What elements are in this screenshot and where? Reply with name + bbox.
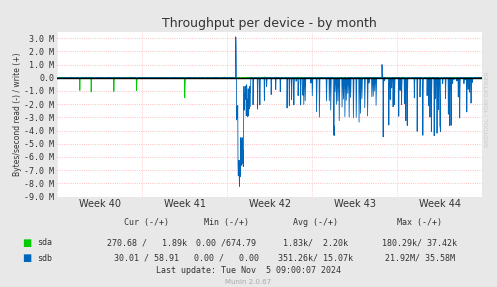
Y-axis label: Bytes/second read (-) / write (+): Bytes/second read (-) / write (+): [12, 52, 21, 176]
Text: 21.92M/ 35.58M: 21.92M/ 35.58M: [385, 254, 455, 263]
Text: 1.83k/  2.20k: 1.83k/ 2.20k: [283, 238, 348, 247]
Text: Avg (-/+): Avg (-/+): [293, 218, 338, 227]
Text: Max (-/+): Max (-/+): [398, 218, 442, 227]
Text: 351.26k/ 15.07k: 351.26k/ 15.07k: [278, 254, 353, 263]
Text: Last update: Tue Nov  5 09:00:07 2024: Last update: Tue Nov 5 09:00:07 2024: [156, 266, 341, 275]
Text: ■: ■: [22, 238, 32, 247]
Title: Throughput per device - by month: Throughput per device - by month: [162, 18, 377, 30]
Text: 0.00 /   0.00: 0.00 / 0.00: [194, 254, 258, 263]
Text: Cur (-/+): Cur (-/+): [124, 218, 169, 227]
Text: Munin 2.0.67: Munin 2.0.67: [226, 279, 271, 284]
Text: 0.00 /674.79: 0.00 /674.79: [196, 238, 256, 247]
Text: 30.01 / 58.91: 30.01 / 58.91: [114, 254, 179, 263]
Text: RRDTOOL / TOBI OETIKER: RRDTOOL / TOBI OETIKER: [485, 71, 490, 147]
Text: ■: ■: [22, 253, 32, 263]
Text: 270.68 /   1.89k: 270.68 / 1.89k: [107, 238, 186, 247]
Text: sdb: sdb: [37, 254, 52, 263]
Text: 180.29k/ 37.42k: 180.29k/ 37.42k: [383, 238, 457, 247]
Text: sda: sda: [37, 238, 52, 247]
Text: Min (-/+): Min (-/+): [204, 218, 248, 227]
